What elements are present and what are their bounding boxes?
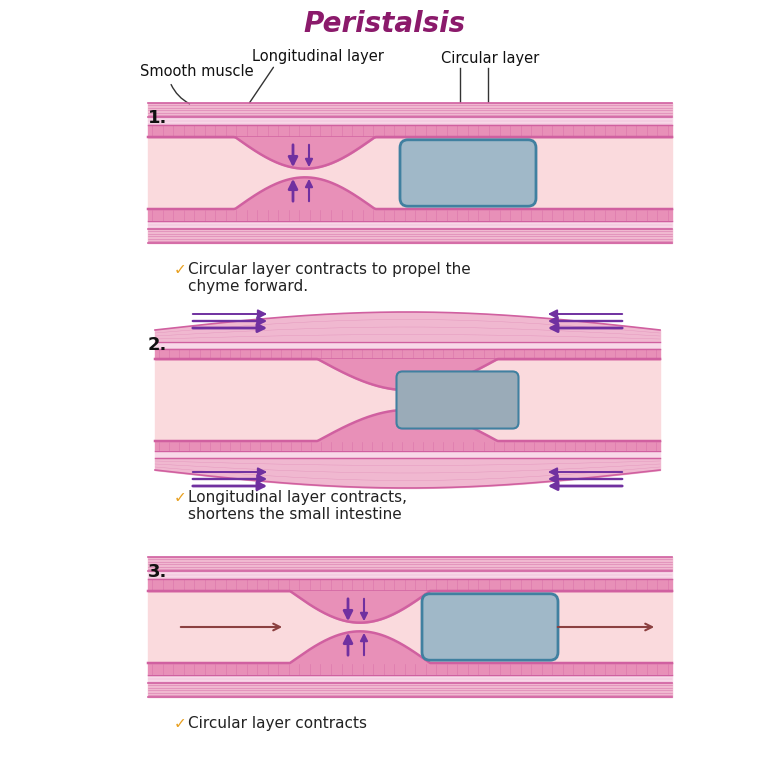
Text: 3.: 3. [148, 563, 167, 581]
Text: Circular layer contracts to propel the
chyme forward.: Circular layer contracts to propel the c… [188, 262, 471, 294]
Text: ✓: ✓ [174, 490, 187, 505]
Text: 2.: 2. [148, 336, 167, 354]
Text: Circular layer contracts: Circular layer contracts [188, 716, 367, 731]
Text: ✓: ✓ [174, 262, 187, 277]
FancyBboxPatch shape [422, 594, 558, 660]
Text: Circular layer: Circular layer [441, 51, 539, 65]
Text: 1.: 1. [148, 109, 167, 127]
Text: Longitudinal layer contracts,
shortens the small intestine: Longitudinal layer contracts, shortens t… [188, 490, 407, 522]
Text: Smooth muscle: Smooth muscle [141, 65, 253, 80]
Text: Peristalsis: Peristalsis [303, 10, 465, 38]
FancyBboxPatch shape [396, 372, 518, 429]
Text: Longitudinal layer: Longitudinal layer [252, 48, 384, 64]
Text: ✓: ✓ [174, 716, 187, 731]
FancyBboxPatch shape [400, 140, 536, 206]
